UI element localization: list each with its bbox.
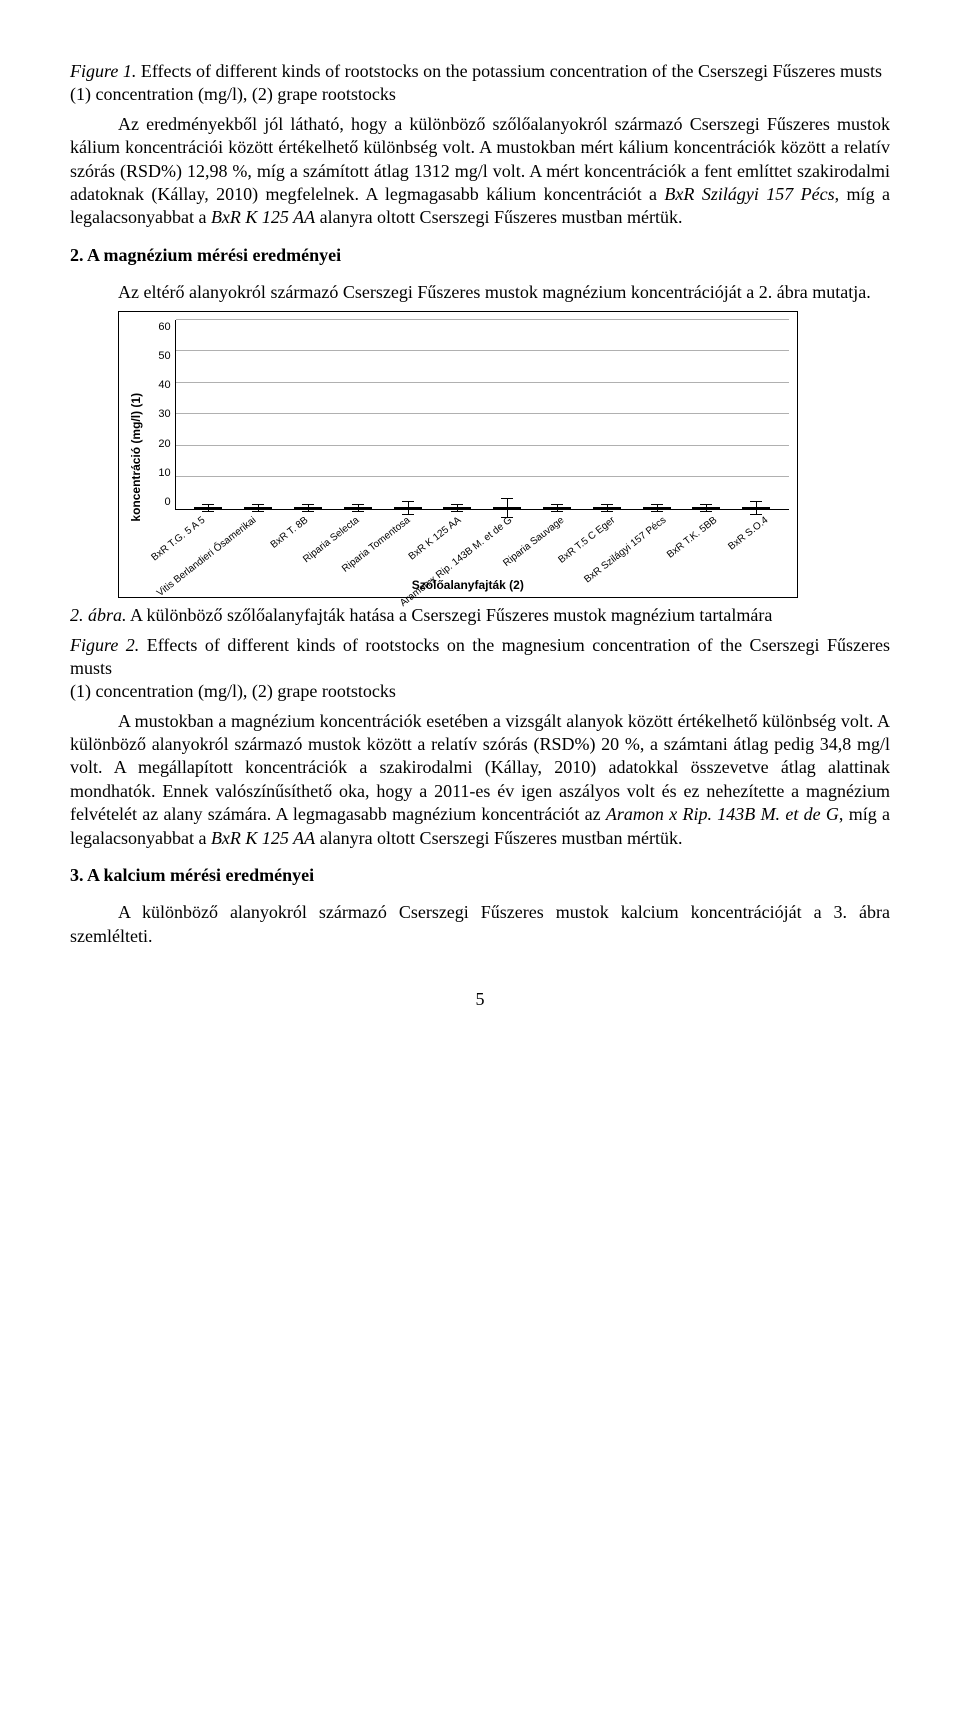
chart-error-cap	[402, 501, 414, 502]
section2-title: 2. A magnézium mérési eredményei	[70, 244, 890, 267]
figure2-en-label: Figure 2.	[70, 635, 139, 655]
chart-error-cap	[202, 504, 214, 505]
figure1-caption: Figure 1. Effects of different kinds of …	[70, 60, 890, 107]
chart-xlabel-slot: BxR S.O.4	[738, 510, 789, 596]
chart-bar	[344, 507, 372, 509]
paragraph-4: A különböző alanyokról származó Cserszeg…	[70, 901, 890, 948]
chart-bar-slot	[383, 507, 433, 509]
chart-error-cap	[302, 504, 314, 505]
paragraph-3: A mustokban a magnézium koncentrációk es…	[70, 710, 890, 850]
chart-error-cap	[252, 504, 264, 505]
chart-error-cap	[501, 498, 513, 499]
chart-bar	[493, 507, 521, 509]
figure1-text: Effects of different kinds of rootstocks…	[136, 61, 882, 81]
figure2-hu-label: 2. ábra.	[70, 605, 127, 625]
chart-bar	[394, 507, 422, 509]
chart-bars	[176, 320, 789, 509]
figure2-line3: (1) concentration (mg/l), (2) grape root…	[70, 681, 396, 701]
chart-bar-slot	[582, 507, 632, 509]
chart-error-cap	[451, 504, 463, 505]
chart-xlabels: BxR T.G. 5 A 5Vitis Berlandieri Ősamerik…	[147, 510, 789, 596]
chart-error-cap	[601, 504, 613, 505]
chart-bar-slot	[433, 507, 483, 509]
chart-ytick: 20	[147, 437, 171, 451]
chart-ylabel: koncentráció (mg/l) (1)	[127, 320, 147, 594]
figure2-chart: koncentráció (mg/l) (1) 60 50 40 30 20 10 0 Bx…	[118, 311, 798, 599]
para3-italic1: Aramon x Rip. 143B M. et de G	[606, 804, 839, 824]
section3-title: 3. A kalcium mérési eredményei	[70, 864, 890, 887]
figure2-caption-en: Figure 2. Effects of different kinds of …	[70, 634, 890, 704]
chart-bar	[692, 507, 720, 509]
chart-ytick: 60	[147, 320, 171, 334]
figure2-caption-hu: 2. ábra. A különböző szőlőalanyfajták ha…	[70, 604, 890, 627]
chart-bar	[593, 507, 621, 509]
figure2-hu-text: A különböző szőlőalanyfajták hatása a Cs…	[127, 605, 773, 625]
figure2-en-text: Effects of different kinds of rootstocks…	[70, 635, 890, 678]
chart-error-cap	[551, 504, 563, 505]
chart-bar-slot	[233, 507, 283, 509]
chart-bar-slot	[184, 507, 234, 509]
chart-bar-slot	[333, 507, 383, 509]
chart-bar-slot	[283, 507, 333, 509]
chart-bar	[294, 507, 322, 509]
para1-italic1: BxR Szilágyi 157 Pécs	[664, 184, 834, 204]
chart-ytick: 30	[147, 407, 171, 421]
chart-plot-area	[175, 320, 789, 510]
chart-bar-slot	[632, 507, 682, 509]
chart-ytick: 10	[147, 466, 171, 480]
chart-error-cap	[750, 501, 762, 502]
chart-xlabel-slot: BxR T.K. 5BB	[687, 510, 738, 596]
chart-xlabel-slot: Vitis Berlandieri Ősamerikai	[226, 510, 277, 596]
chart-bar-slot	[731, 507, 781, 509]
chart-error-cap	[700, 504, 712, 505]
chart-ytick: 0	[147, 495, 171, 509]
chart-ytick: 40	[147, 378, 171, 392]
chart-bar	[543, 507, 571, 509]
para3-italic2: BxR K 125 AA	[211, 828, 315, 848]
chart-bar	[194, 507, 222, 509]
para1-italic2: BxR K 125 AA	[211, 207, 315, 227]
chart-bar	[443, 507, 471, 509]
chart-bar-slot	[681, 507, 731, 509]
chart-error-cap	[651, 504, 663, 505]
para1-end: alanyra oltott Cserszegi Fűszeres mustba…	[315, 207, 682, 227]
paragraph-1: Az eredményekből jól látható, hogy a kül…	[70, 113, 890, 230]
figure1-label: Figure 1.	[70, 61, 136, 81]
figure1-line2: (1) concentration (mg/l), (2) grape root…	[70, 84, 396, 104]
chart-error-cap	[352, 504, 364, 505]
para3-end: alanyra oltott Cserszegi Fűszeres mustba…	[315, 828, 682, 848]
chart-ytick: 50	[147, 349, 171, 363]
chart-bar-slot	[532, 507, 582, 509]
page-number: 5	[70, 988, 890, 1011]
chart-bar	[643, 507, 671, 509]
chart-bar	[244, 507, 272, 509]
chart-yticks: 60 50 40 30 20 10 0	[147, 320, 175, 510]
paragraph-2: Az eltérő alanyokról származó Cserszegi …	[70, 281, 890, 304]
chart-bar	[742, 507, 770, 509]
chart-bar-slot	[482, 507, 532, 509]
